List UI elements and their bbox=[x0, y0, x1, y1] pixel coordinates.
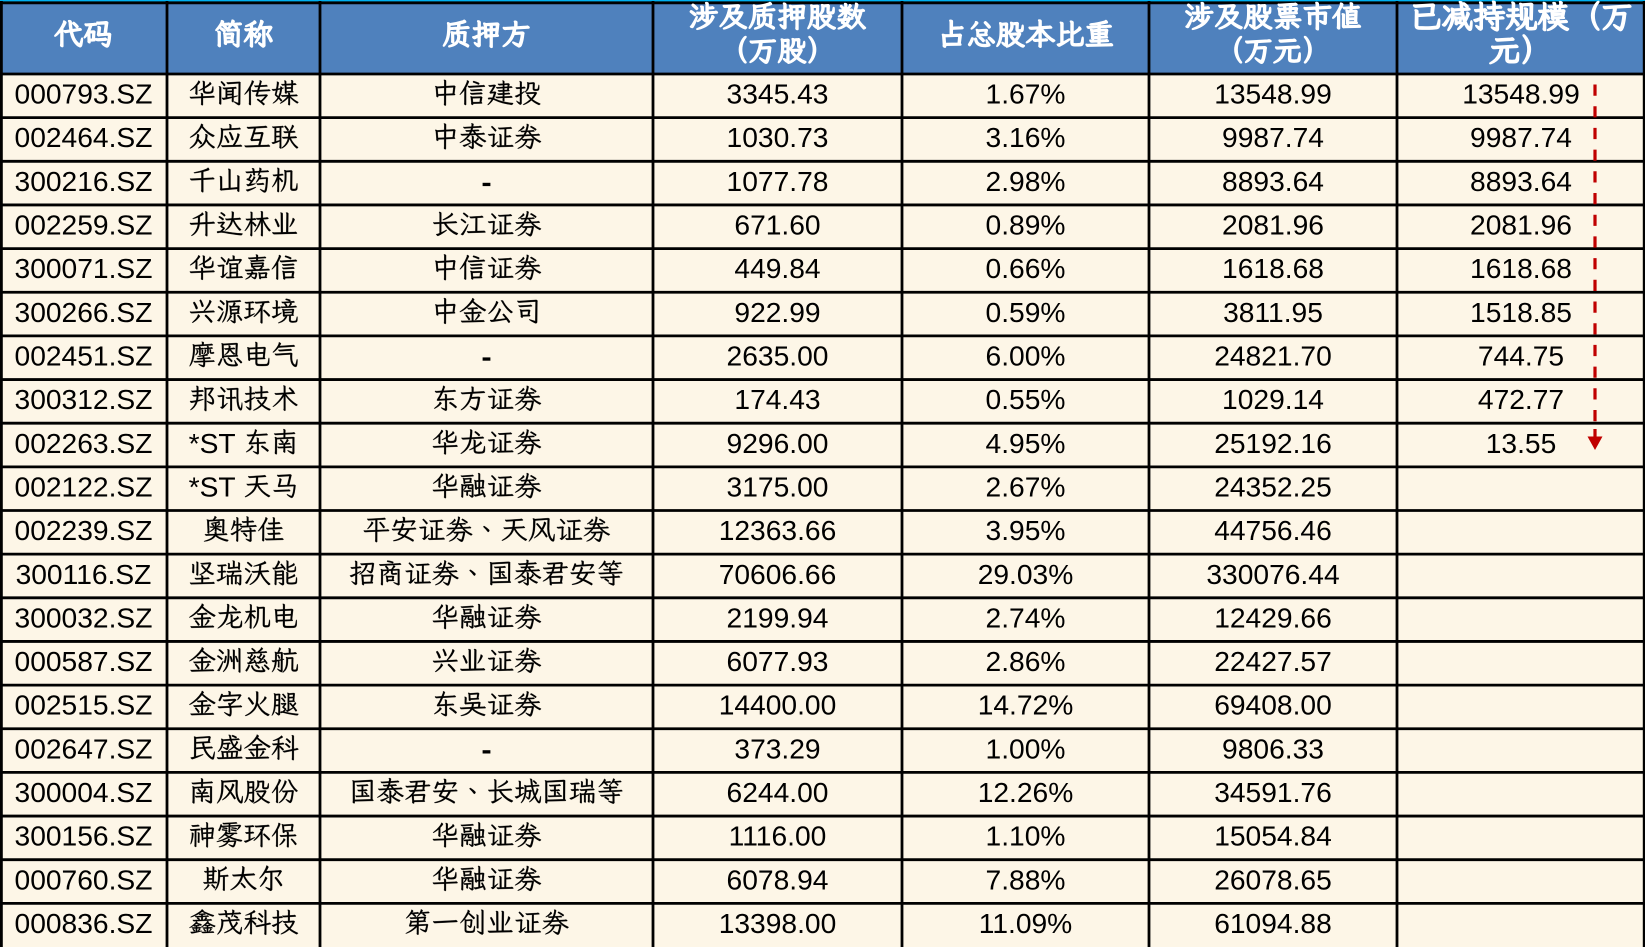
svg-text:002259.SZ: 002259.SZ bbox=[15, 209, 153, 241]
svg-text:12.26%: 12.26% bbox=[978, 776, 1074, 808]
svg-text:13.55: 13.55 bbox=[1486, 427, 1557, 459]
svg-text:15054.84: 15054.84 bbox=[1214, 820, 1332, 852]
svg-text:1.67%: 1.67% bbox=[986, 78, 1066, 110]
svg-text:9987.74: 9987.74 bbox=[1470, 121, 1572, 153]
svg-text:1077.78: 1077.78 bbox=[727, 165, 829, 197]
svg-text:2081.96: 2081.96 bbox=[1470, 209, 1572, 241]
svg-text:12363.66: 12363.66 bbox=[719, 514, 837, 546]
svg-text:8893.64: 8893.64 bbox=[1222, 165, 1324, 197]
svg-text:0.59%: 0.59% bbox=[986, 296, 1066, 328]
svg-text:002515.SZ: 002515.SZ bbox=[15, 689, 153, 721]
svg-text:24821.70: 24821.70 bbox=[1214, 340, 1332, 372]
svg-text:14.72%: 14.72% bbox=[978, 689, 1074, 721]
svg-text:744.75: 744.75 bbox=[1478, 340, 1564, 372]
svg-text:2081.96: 2081.96 bbox=[1222, 209, 1324, 241]
svg-text:26078.65: 26078.65 bbox=[1214, 863, 1332, 895]
svg-text:3345.43: 3345.43 bbox=[727, 78, 829, 110]
svg-text:1029.14: 1029.14 bbox=[1222, 383, 1324, 415]
svg-text:6078.94: 6078.94 bbox=[727, 863, 829, 895]
svg-text:1.00%: 1.00% bbox=[986, 732, 1066, 764]
svg-text:300071.SZ: 300071.SZ bbox=[15, 252, 153, 284]
svg-text:174.43: 174.43 bbox=[734, 383, 820, 415]
svg-text:8893.64: 8893.64 bbox=[1470, 165, 1572, 197]
svg-text:0.66%: 0.66% bbox=[986, 252, 1066, 284]
svg-text:6077.93: 6077.93 bbox=[727, 645, 829, 677]
svg-text:7.88%: 7.88% bbox=[986, 863, 1066, 895]
svg-text:6.00%: 6.00% bbox=[986, 340, 1066, 372]
svg-text:61094.88: 61094.88 bbox=[1214, 907, 1332, 939]
svg-text:6244.00: 6244.00 bbox=[727, 776, 829, 808]
svg-text:1518.85: 1518.85 bbox=[1470, 296, 1572, 328]
svg-text:3175.00: 3175.00 bbox=[727, 470, 829, 502]
svg-text:000587.SZ: 000587.SZ bbox=[15, 645, 153, 677]
svg-text:3811.95: 3811.95 bbox=[1223, 296, 1323, 328]
svg-text:300156.SZ: 300156.SZ bbox=[15, 820, 153, 852]
svg-text:*ST: *ST bbox=[189, 470, 236, 502]
svg-text:13548.99: 13548.99 bbox=[1462, 78, 1580, 110]
svg-text:2.74%: 2.74% bbox=[986, 601, 1066, 633]
svg-text:300032.SZ: 300032.SZ bbox=[15, 601, 153, 633]
svg-text:300216.SZ: 300216.SZ bbox=[15, 165, 153, 197]
svg-text:002239.SZ: 002239.SZ bbox=[15, 514, 153, 546]
svg-text:2.86%: 2.86% bbox=[986, 645, 1066, 677]
svg-text:002451.SZ: 002451.SZ bbox=[15, 340, 153, 372]
svg-text:373.29: 373.29 bbox=[734, 732, 820, 764]
svg-text:70606.66: 70606.66 bbox=[719, 558, 837, 590]
svg-text:300116.SZ: 300116.SZ bbox=[16, 558, 152, 590]
svg-text:0.55%: 0.55% bbox=[986, 383, 1066, 415]
svg-text:1.10%: 1.10% bbox=[986, 820, 1066, 852]
svg-text:9296.00: 9296.00 bbox=[727, 427, 829, 459]
svg-text:22427.57: 22427.57 bbox=[1214, 645, 1332, 677]
svg-text:4.95%: 4.95% bbox=[986, 427, 1066, 459]
svg-text:300312.SZ: 300312.SZ bbox=[15, 383, 153, 415]
svg-text:25192.16: 25192.16 bbox=[1214, 427, 1332, 459]
svg-text:44756.46: 44756.46 bbox=[1214, 514, 1332, 546]
svg-text:13398.00: 13398.00 bbox=[719, 907, 837, 939]
svg-text:000836.SZ: 000836.SZ bbox=[15, 907, 153, 939]
svg-text:69408.00: 69408.00 bbox=[1214, 689, 1332, 721]
svg-text:002122.SZ: 002122.SZ bbox=[15, 470, 153, 502]
svg-text:11.09%: 11.09% bbox=[979, 907, 1073, 939]
svg-text:9987.74: 9987.74 bbox=[1222, 121, 1324, 153]
svg-text:3.16%: 3.16% bbox=[986, 121, 1066, 153]
svg-text:14400.00: 14400.00 bbox=[719, 689, 837, 721]
svg-text:24352.25: 24352.25 bbox=[1214, 470, 1332, 502]
svg-text:000760.SZ: 000760.SZ bbox=[15, 863, 153, 895]
svg-text:2199.94: 2199.94 bbox=[727, 601, 829, 633]
svg-text:9806.33: 9806.33 bbox=[1222, 732, 1324, 764]
svg-text:300004.SZ: 300004.SZ bbox=[15, 776, 153, 808]
svg-text:330076.44: 330076.44 bbox=[1206, 558, 1339, 590]
svg-text:1618.68: 1618.68 bbox=[1470, 252, 1572, 284]
svg-text:671.60: 671.60 bbox=[734, 209, 820, 241]
svg-text:1030.73: 1030.73 bbox=[727, 121, 829, 153]
svg-text:*ST: *ST bbox=[189, 427, 236, 459]
svg-text:002464.SZ: 002464.SZ bbox=[15, 121, 153, 153]
svg-text:000793.SZ: 000793.SZ bbox=[15, 78, 153, 110]
svg-text:002263.SZ: 002263.SZ bbox=[15, 427, 153, 459]
svg-text:922.99: 922.99 bbox=[734, 296, 820, 328]
svg-text:13548.99: 13548.99 bbox=[1214, 78, 1332, 110]
svg-text:29.03%: 29.03% bbox=[978, 558, 1074, 590]
svg-text:2.67%: 2.67% bbox=[986, 470, 1066, 502]
svg-text:2635.00: 2635.00 bbox=[727, 340, 829, 372]
svg-text:449.84: 449.84 bbox=[734, 252, 820, 284]
svg-text:1618.68: 1618.68 bbox=[1222, 252, 1324, 284]
svg-text:300266.SZ: 300266.SZ bbox=[15, 296, 153, 328]
svg-text:1116.00: 1116.00 bbox=[729, 820, 827, 852]
svg-text:12429.66: 12429.66 bbox=[1214, 601, 1332, 633]
svg-text:0.89%: 0.89% bbox=[986, 209, 1066, 241]
svg-text:34591.76: 34591.76 bbox=[1214, 776, 1332, 808]
svg-text:3.95%: 3.95% bbox=[986, 514, 1066, 546]
svg-text:2.98%: 2.98% bbox=[986, 165, 1066, 197]
svg-text:002647.SZ: 002647.SZ bbox=[15, 732, 153, 764]
svg-text:472.77: 472.77 bbox=[1478, 383, 1564, 415]
